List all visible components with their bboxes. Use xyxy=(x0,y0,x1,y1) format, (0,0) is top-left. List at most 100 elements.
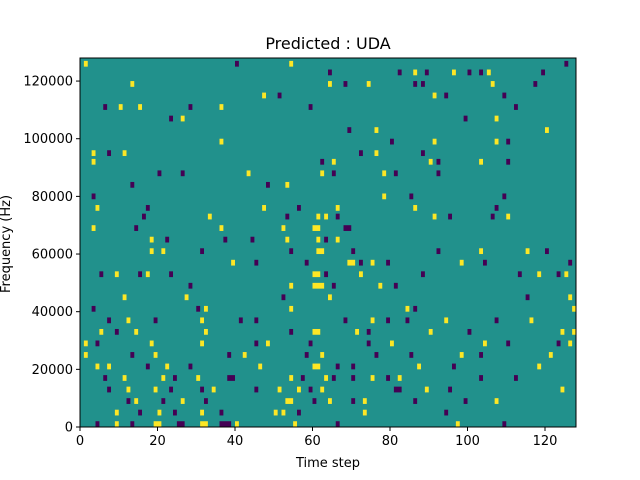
heatmap-cell xyxy=(130,81,135,87)
heatmap-cell xyxy=(161,375,166,381)
heatmap-cell xyxy=(328,398,332,404)
heatmap-cell xyxy=(525,248,530,255)
heatmap-cell xyxy=(122,150,127,157)
heatmap-cell xyxy=(362,409,367,416)
heatmap-cell xyxy=(355,328,360,335)
heatmap-cell xyxy=(122,294,127,301)
heatmap-cell xyxy=(161,398,166,404)
heatmap-cell xyxy=(285,236,290,243)
heatmap-cell xyxy=(134,328,139,335)
heatmap-cell xyxy=(331,158,336,165)
heatmap-cell xyxy=(428,328,433,335)
heatmap-cell xyxy=(393,386,402,393)
heatmap-cell xyxy=(467,328,472,335)
heatmap-cell xyxy=(328,69,332,76)
heatmap-cell xyxy=(572,305,577,312)
heatmap-cell xyxy=(285,181,290,188)
y-tick-label: 40000 xyxy=(32,305,73,320)
chart-title: Predicted : UDA xyxy=(265,34,390,53)
heatmap-cell xyxy=(502,92,507,99)
heatmap-cell xyxy=(517,271,522,278)
heatmap-cell xyxy=(424,386,429,393)
heatmap-cell xyxy=(312,225,321,231)
heatmap-cell xyxy=(219,138,224,145)
heatmap-cell xyxy=(506,158,511,165)
heatmap-cell xyxy=(444,317,449,324)
heatmap-cell xyxy=(207,213,212,220)
heatmap-cell xyxy=(374,127,379,133)
heatmap-cell xyxy=(343,317,348,324)
heatmap-cell xyxy=(312,271,321,278)
heatmap-cell xyxy=(169,386,174,393)
heatmap-cell xyxy=(83,352,88,358)
heatmap-cell xyxy=(320,386,325,393)
heatmap-cell xyxy=(289,328,294,335)
x-axis: 0 20 40 60 80 100 120 xyxy=(76,427,558,449)
heatmap-cell xyxy=(312,363,321,370)
x-tick-label: 100 xyxy=(455,434,480,449)
heatmap-cell xyxy=(312,282,325,289)
heatmap-cell xyxy=(254,317,259,324)
heatmap-cell xyxy=(304,259,309,266)
heatmap-cell xyxy=(486,69,491,76)
heatmap-cell xyxy=(351,375,356,381)
heatmap-cell xyxy=(448,213,453,220)
heatmap-cell xyxy=(157,409,162,416)
heatmap-cell xyxy=(281,225,286,231)
heatmap-cell xyxy=(126,398,131,404)
heatmap-cell xyxy=(432,213,437,220)
heatmap-cell xyxy=(200,248,205,255)
heatmap-cell xyxy=(436,170,441,177)
heatmap-cell xyxy=(405,317,410,324)
heatmap-cell xyxy=(114,271,119,278)
heatmap-cell xyxy=(184,294,189,301)
heatmap-cell xyxy=(312,328,321,335)
heatmap-cell xyxy=(328,81,332,87)
heatmap-cell xyxy=(188,282,193,289)
heatmap-cell xyxy=(103,375,108,381)
heatmap-cell xyxy=(421,81,425,87)
heatmap-cell xyxy=(533,81,538,87)
y-tick-label: 100000 xyxy=(23,132,73,147)
heatmap-cell xyxy=(316,213,321,220)
heatmap-cell xyxy=(393,282,398,289)
heatmap-cell xyxy=(219,225,224,231)
heatmap-cell xyxy=(289,375,294,381)
heatmap-cell xyxy=(413,81,418,87)
heatmap-cell xyxy=(91,305,96,312)
heatmap-cell xyxy=(432,138,437,145)
heatmap-cell xyxy=(165,363,170,370)
x-tick-label: 120 xyxy=(533,434,558,449)
heatmap-cell xyxy=(223,236,228,243)
heatmap-cell xyxy=(483,259,487,266)
heatmap-cell xyxy=(351,248,356,255)
plot-frame xyxy=(79,57,577,428)
heatmap-cell xyxy=(413,398,418,404)
heatmap-cell xyxy=(169,271,174,278)
heatmap-cell xyxy=(95,421,100,427)
heatmap-cell xyxy=(281,409,286,416)
heatmap-cell xyxy=(331,375,336,381)
heatmap-cell xyxy=(335,205,340,211)
heatmap-cell xyxy=(564,60,569,67)
heatmap-cell xyxy=(83,340,88,347)
heatmap-cell xyxy=(436,158,441,165)
heatmap-cell xyxy=(463,115,468,122)
heatmap-cell xyxy=(285,398,294,404)
heatmap-cell xyxy=(99,271,104,278)
heatmap-cell xyxy=(448,386,453,393)
heatmap-cell xyxy=(149,236,154,243)
heatmap-cell xyxy=(545,127,549,133)
heatmap-cell xyxy=(545,248,549,255)
heatmap-cell xyxy=(138,409,143,416)
heatmap-cell xyxy=(138,271,143,278)
heatmap-cell xyxy=(428,158,433,165)
heatmap-cell xyxy=(529,317,534,324)
heatmap-cell xyxy=(320,158,325,165)
heatmap-cell xyxy=(506,213,511,220)
x-tick-label: 40 xyxy=(227,434,244,449)
heatmap-cell xyxy=(204,305,208,312)
heatmap-cell xyxy=(362,398,367,404)
x-tick-label: 80 xyxy=(382,434,399,449)
heatmap-cell xyxy=(219,421,232,427)
